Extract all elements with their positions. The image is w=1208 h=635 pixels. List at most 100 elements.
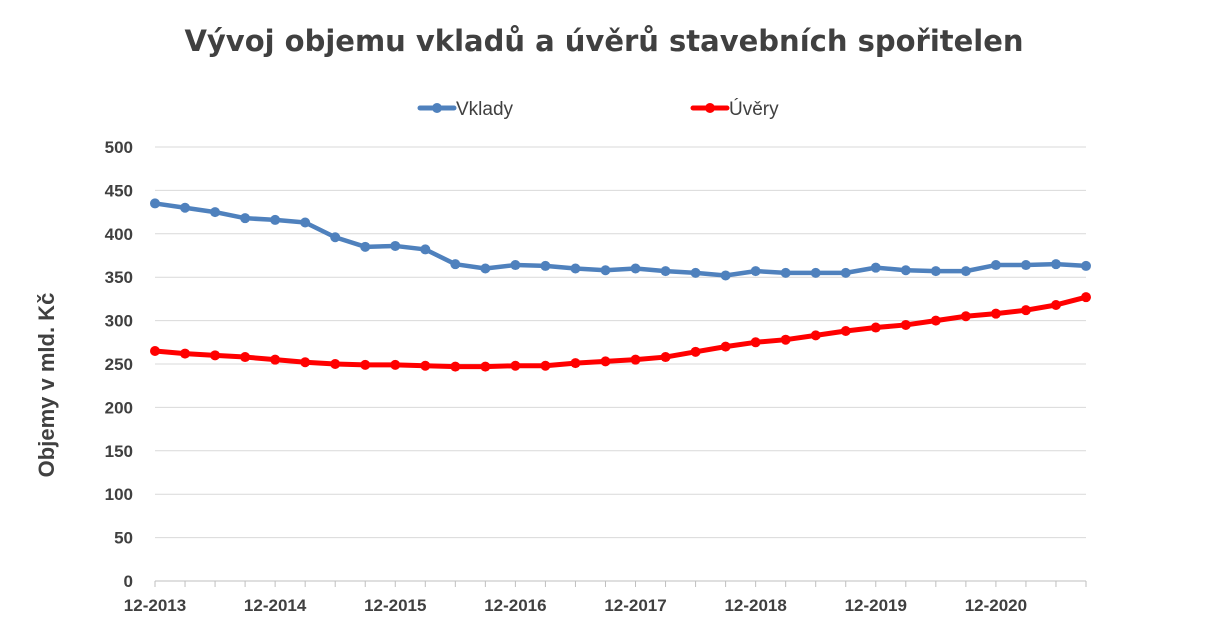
data-point [270,214,281,225]
data-point [900,265,911,276]
data-point [1020,260,1031,271]
data-point [420,244,431,255]
x-tick-label: 12-2014 [244,596,307,615]
legend-label: Vklady [456,99,514,120]
data-point [1050,259,1061,270]
y-axis-label: Objemy v mld. Kč [34,293,59,478]
data-point [450,361,461,372]
data-point [810,267,821,278]
data-point [720,270,731,281]
data-point [930,315,941,326]
x-tick-label: 12-2018 [724,596,786,615]
data-point [600,356,611,367]
x-tick-label: 12-2019 [845,596,907,615]
data-point [210,350,221,361]
legend-item: Vklady [417,99,514,120]
y-tick-label: 150 [105,442,133,461]
data-point [690,267,701,278]
series-line [152,201,1089,278]
x-tick-label: 12-2017 [604,596,666,615]
data-point [510,260,521,271]
data-point [660,266,671,277]
legend-item: Úvěry [690,98,779,120]
data-point [720,341,731,352]
data-point [210,207,221,218]
data-point [540,360,551,371]
data-point [1050,299,1061,310]
data-point [600,265,611,276]
y-tick-label: 300 [105,312,133,331]
y-tick-label: 350 [105,268,133,287]
data-point [420,360,431,371]
data-point [150,345,160,356]
data-point [630,263,641,274]
data-point [990,260,1001,271]
data-point [840,326,851,337]
data-point [180,202,191,213]
legend-marker [432,103,442,113]
legend-marker [705,103,715,113]
series-2 [150,292,1091,372]
y-tick-label: 500 [105,138,133,157]
x-tick-label: 12-2013 [124,596,186,615]
chart-title: Vývoj objemu vkladů a úvěrů stavebních s… [184,24,1024,58]
data-point [450,259,461,270]
data-point [480,263,491,274]
y-tick-label: 0 [124,572,133,591]
data-point [540,260,551,271]
x-tick-label: 12-2020 [965,596,1027,615]
data-point [510,360,521,371]
x-tick-labels: 12-2013 12-2014 12-2015 12-2016 12-2017 12-20… [124,596,1027,615]
data-point [240,352,251,363]
data-point [1081,260,1091,271]
data-point [780,334,791,345]
data-point [660,352,671,363]
data-point [840,267,851,278]
data-point [360,359,371,370]
data-point [690,346,701,357]
x-tick-label: 12-2015 [364,596,426,615]
data-point [150,198,160,209]
data-point [270,354,281,365]
data-point [960,311,971,322]
data-point [300,357,311,368]
y-tick-label: 250 [105,355,133,374]
data-point [360,241,371,252]
data-point [810,330,821,341]
data-point [390,240,401,251]
data-point [330,232,341,243]
data-point [780,267,791,278]
series-line [152,294,1089,370]
data-point [870,262,881,273]
data-point [750,266,761,277]
legend-label: Úvěry [729,98,779,120]
y-tick-label: 400 [105,225,133,244]
data-point [240,213,251,224]
data-point [300,217,311,228]
data-point [630,354,641,365]
series-1 [150,198,1091,281]
y-tick-label: 450 [105,181,133,200]
data-point [330,359,341,369]
data-point [930,266,941,277]
data-point [390,359,401,370]
data-point [570,358,581,369]
data-point [750,337,761,348]
data-point [960,266,971,277]
data-point [570,263,581,274]
y-tick-label: 50 [114,529,133,548]
gridlines [155,146,1086,539]
data-point [1020,305,1031,316]
y-tick-labels: 0 50 100 150 200 250 300 350 400 450 500 [105,138,133,591]
data-point [180,348,191,359]
data-point [1081,292,1091,303]
x-tick-label: 12-2016 [484,596,546,615]
data-point [900,319,911,330]
data-point [870,322,881,333]
legend: Vklady Úvěry [417,98,779,120]
y-tick-label: 200 [105,398,133,417]
y-tick-label: 100 [105,485,133,504]
x-axis [154,580,1087,587]
data-point [480,361,491,372]
